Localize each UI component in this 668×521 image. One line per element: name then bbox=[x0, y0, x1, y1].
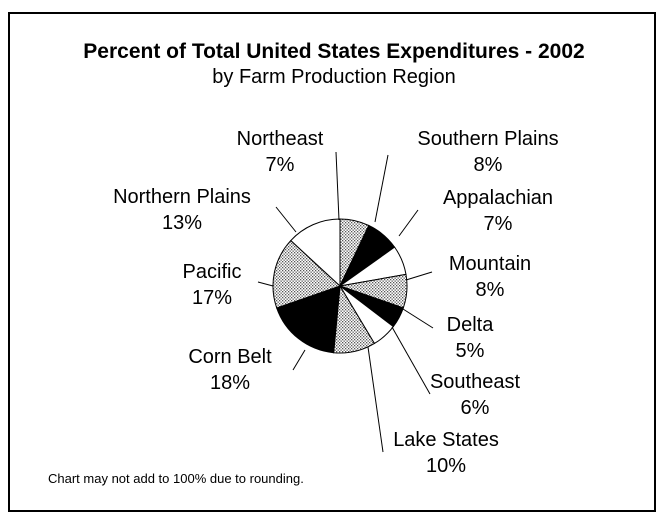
leader-southeast bbox=[391, 326, 431, 395]
slice-value-southern-plains: 8% bbox=[474, 154, 503, 176]
leader-southern-plains bbox=[374, 154, 389, 223]
slice-value-lake-states: 10% bbox=[426, 455, 466, 477]
slice-labels: Northeast 7% Southern Plains 8% Appalachian 7… bbox=[113, 128, 559, 477]
leader-lines bbox=[257, 151, 434, 453]
slice-value-corn-belt: 18% bbox=[210, 372, 250, 394]
leader-northern-plains bbox=[275, 206, 297, 233]
slice-label-southern-plains: Southern Plains bbox=[417, 128, 558, 150]
slice-label-mountain: Mountain bbox=[449, 253, 531, 275]
slice-label-lake-states: Lake States bbox=[393, 429, 499, 451]
leader-pacific bbox=[257, 281, 274, 287]
slice-label-southeast: Southeast bbox=[430, 371, 521, 393]
slice-value-appalachian: 7% bbox=[484, 213, 513, 235]
slice-value-northern-plains: 13% bbox=[162, 212, 202, 234]
pie-slices bbox=[272, 218, 408, 354]
slice-value-northeast: 7% bbox=[266, 154, 295, 176]
leader-northeast bbox=[335, 151, 340, 221]
leader-appalachian bbox=[398, 209, 419, 237]
leader-delta bbox=[402, 308, 434, 329]
slice-label-corn-belt: Corn Belt bbox=[188, 346, 272, 368]
slice-pacific bbox=[272, 239, 341, 309]
chart-title: Percent of Total United States Expenditu… bbox=[83, 40, 585, 63]
chart-subtitle: by Farm Production Region bbox=[212, 66, 456, 88]
slice-value-southeast: 6% bbox=[461, 397, 490, 419]
slice-label-pacific: Pacific bbox=[183, 261, 242, 283]
slice-label-delta: Delta bbox=[447, 314, 495, 336]
slice-label-northeast: Northeast bbox=[237, 128, 324, 150]
footnote: Chart may not add to 100% due to roundin… bbox=[48, 471, 304, 486]
slice-value-pacific: 17% bbox=[192, 287, 232, 309]
slice-value-mountain: 8% bbox=[476, 279, 505, 301]
leader-lake-states bbox=[367, 346, 384, 453]
slice-value-delta: 5% bbox=[456, 340, 485, 362]
leader-corn-belt bbox=[292, 349, 306, 371]
leader-mountain bbox=[405, 271, 433, 281]
slice-label-appalachian: Appalachian bbox=[443, 187, 553, 209]
slice-label-northern-plains: Northern Plains bbox=[113, 186, 251, 208]
